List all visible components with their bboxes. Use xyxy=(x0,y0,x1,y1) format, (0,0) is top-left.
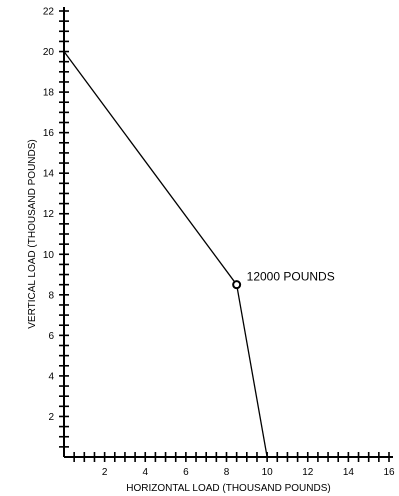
y-tick-labels: 2 4 6 8 10 12 14 16 18 20 22 xyxy=(43,7,55,423)
y-tick-label: 20 xyxy=(43,47,55,58)
x-tick-label: 10 xyxy=(262,467,274,478)
y-tick-label: 22 xyxy=(43,7,55,18)
y-tick-label: 14 xyxy=(43,169,55,180)
series-segment xyxy=(236,284,268,458)
y-tick-label: 4 xyxy=(48,371,54,382)
y-tick-label: 16 xyxy=(43,128,55,139)
y-tick-label: 6 xyxy=(48,331,54,342)
x-axis-title: HORIZONTAL LOAD (THOUSAND POUNDS) xyxy=(126,483,330,494)
x-tick-label: 16 xyxy=(383,467,395,478)
x-tick-labels: 2 4 6 8 10 12 14 16 xyxy=(102,467,395,478)
series-segment xyxy=(63,51,238,286)
minor-ticks xyxy=(59,10,390,462)
series-lines xyxy=(63,51,268,458)
y-tick-label: 10 xyxy=(43,250,55,261)
y-tick-label: 18 xyxy=(43,88,55,99)
x-tick-label: 2 xyxy=(102,467,108,478)
x-tick-label: 6 xyxy=(183,467,189,478)
point-marker xyxy=(232,280,242,290)
y-tick-label: 12 xyxy=(43,209,55,220)
x-tick-label: 8 xyxy=(224,467,230,478)
y-tick-label: 2 xyxy=(48,412,54,423)
y-tick-label: 8 xyxy=(48,290,54,301)
x-tick-label: 4 xyxy=(142,467,148,478)
y-axis-title: VERTICAL LOAD (THOUSAND POUNDS) xyxy=(27,139,38,328)
point-annotation: 12000 POUNDS xyxy=(247,270,335,284)
x-tick-label: 12 xyxy=(302,467,314,478)
x-tick-label: 14 xyxy=(343,467,355,478)
